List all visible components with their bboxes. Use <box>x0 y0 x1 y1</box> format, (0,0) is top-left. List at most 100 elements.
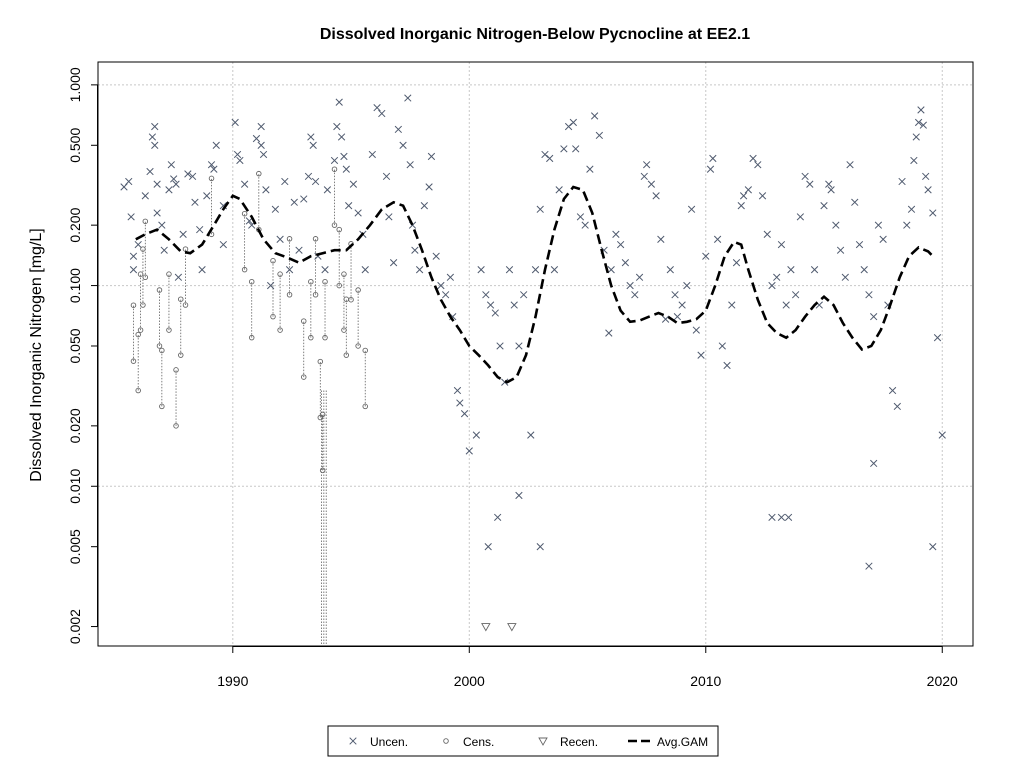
legend-label: Avg.GAM <box>657 735 708 749</box>
censored-point <box>241 210 248 217</box>
censored-point <box>319 467 326 474</box>
uncensored-point <box>153 209 161 217</box>
gam-curve <box>135 185 934 384</box>
uncensored-point <box>425 183 433 191</box>
censored-point <box>322 334 328 341</box>
uncensored-point <box>912 133 920 141</box>
uncensored-point <box>801 172 809 181</box>
uncensored-point <box>160 246 168 254</box>
uncensored-point <box>550 266 559 274</box>
uncensored-point <box>345 202 353 210</box>
uncensored-point <box>210 165 218 173</box>
legend: Uncen. Cens. Recen. Avg.GAM <box>327 725 719 757</box>
data-points <box>120 94 946 632</box>
uncensored-point <box>134 240 142 249</box>
uncensored-point <box>836 246 845 254</box>
uncensored-point <box>810 266 819 274</box>
uncensored-point <box>773 273 781 281</box>
uncensored-point <box>791 291 800 299</box>
uncensored-point <box>851 198 859 206</box>
censored-point <box>142 218 149 225</box>
uncensored-point <box>612 230 620 238</box>
uncensored-point <box>342 165 350 173</box>
uncensored-point <box>520 291 528 299</box>
uncensored-point <box>472 431 481 439</box>
censored-point <box>173 367 179 373</box>
uncensored-point <box>832 221 840 229</box>
uncensored-point <box>855 240 864 249</box>
uncensored-point <box>191 198 199 206</box>
uncensored-point <box>373 103 381 112</box>
uncensored-point <box>642 161 651 169</box>
uncensored-point <box>683 281 691 290</box>
uncensored-point <box>555 186 563 194</box>
uncensored-point <box>340 152 348 161</box>
uncensored-point <box>671 291 679 299</box>
uncensored-point <box>938 431 946 439</box>
uncensored-point <box>120 183 128 191</box>
uncensored-point <box>640 172 648 181</box>
uncensored-point <box>349 180 358 188</box>
uncensored-point <box>240 180 249 188</box>
y-axis-label: Dissolved Inorganic Nitrogen [mg/L] <box>28 228 45 481</box>
uncensored-point <box>917 106 925 114</box>
censored-point <box>178 352 184 358</box>
uncensored-point <box>382 172 391 181</box>
uncensored-point <box>758 192 767 200</box>
uncensored-point <box>404 94 412 102</box>
gam-line <box>135 185 934 384</box>
censored-point <box>173 423 179 429</box>
uncensored-point <box>924 186 932 194</box>
uncensored-point <box>874 221 883 229</box>
uncensored-point <box>465 447 473 455</box>
uncensored-point <box>870 459 878 468</box>
uncensored-point <box>311 177 320 186</box>
uncensored-point <box>510 301 518 309</box>
uncensored-point <box>129 252 138 260</box>
uncensored-point <box>527 431 535 439</box>
uncensored-point <box>763 230 771 238</box>
uncensored-point <box>796 213 805 221</box>
y-tick-label: 0.010 <box>67 469 83 504</box>
censored-point <box>159 403 165 410</box>
uncensored-point <box>903 221 911 229</box>
uncensored-point <box>515 342 523 350</box>
uncensored-point <box>515 491 523 500</box>
uncensored-point <box>647 180 656 188</box>
censored-point <box>182 302 189 308</box>
uncensored-point <box>174 273 183 281</box>
censored-point <box>130 358 137 364</box>
uncensored-point <box>933 334 942 342</box>
uncensored-point <box>323 186 332 194</box>
recensored-point <box>507 623 517 632</box>
uncensored-point <box>420 202 429 210</box>
uncensored-point <box>666 266 674 274</box>
censored-point <box>331 222 338 228</box>
uncensored-point <box>281 177 289 186</box>
uncensored-point <box>652 192 660 200</box>
uncensored-point <box>207 161 216 169</box>
uncensored-point <box>196 225 204 234</box>
uncensored-point <box>427 152 436 161</box>
uncensored-point <box>586 165 594 173</box>
censored-point <box>270 313 276 320</box>
uncensored-point <box>158 221 166 229</box>
uncensored-point <box>768 513 776 522</box>
uncensored-point <box>146 167 154 176</box>
uncensored-point <box>378 109 386 118</box>
uncensored-point <box>697 351 705 359</box>
uncensored-point <box>782 301 790 309</box>
censored-point <box>156 287 163 293</box>
uncensored-point <box>432 252 440 260</box>
uncensored-point <box>257 122 265 131</box>
censored-point <box>256 170 262 177</box>
uncensored-point <box>437 281 445 290</box>
uncensored-point <box>354 209 362 217</box>
uncensored-point <box>576 213 585 221</box>
censored-point <box>135 387 141 394</box>
uncensored-point <box>605 329 613 337</box>
uncensored-point <box>692 326 700 334</box>
uncensored-point <box>233 150 242 159</box>
uncensored-point <box>910 156 918 165</box>
